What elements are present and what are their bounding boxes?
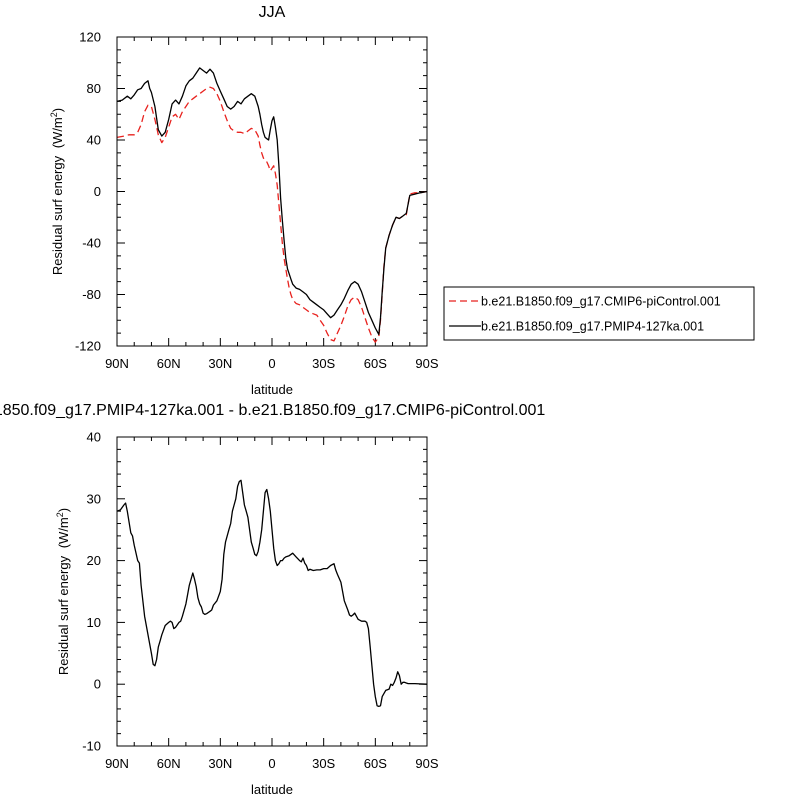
bottom-series-line-0: [116, 479, 428, 708]
bottom-x-tick-label: 90S: [415, 756, 438, 771]
top-y-tick-label: 80: [87, 81, 101, 96]
bottom-ylabel-unit: (W/m: [56, 517, 71, 548]
top-chart-series: [116, 67, 428, 343]
bottom-y-tick-label: 10: [87, 615, 101, 630]
top-x-tick-label: 90S: [415, 356, 438, 371]
top-y-tick-label: -40: [82, 236, 101, 251]
bottom-x-tick-label: 30N: [208, 756, 232, 771]
legend-label-cmip6-picontrol: b.e21.B1850.f09_g17.CMIP6-piControl.001: [481, 295, 721, 309]
top-x-tick-label: 0: [268, 356, 275, 371]
top-y-tick-label: 120: [79, 30, 101, 45]
bottom-ylabel-unit-exponent: 2: [55, 512, 65, 517]
bottom-chart-ylabel: Residual surf energy (W/m2): [55, 508, 71, 675]
top-chart-xlabel: latitude: [251, 382, 293, 397]
top-ylabel-unit-exponent: 2: [49, 112, 59, 117]
top-x-tick-label: 30N: [208, 356, 232, 371]
top-x-tick-label: 90N: [105, 356, 129, 371]
top-x-tick-label: 30S: [312, 356, 335, 371]
bottom-chart: b.e21.B1850.f09_g17.PMIP4-127ka.001 - b.…: [0, 402, 545, 797]
top-chart-frame: [116, 36, 428, 347]
bottom-y-tick-label: 30: [87, 491, 101, 506]
bottom-x-tick-label: 60N: [157, 756, 181, 771]
top-series-line-0: [116, 86, 428, 343]
bottom-x-tick-label: 0: [268, 756, 275, 771]
top-y-tick-label: 0: [94, 184, 101, 199]
bottom-chart-xlabel: latitude: [251, 782, 293, 797]
bottom-chart-title: b.e21.B1850.f09_g17.PMIP4-127ka.001 - b.…: [0, 402, 545, 419]
bottom-chart-ticks: 90N 60N 30N 0 30S 60S 90S 40 30 20 10 0 -10: [82, 430, 439, 772]
bottom-y-tick-label: 0: [94, 677, 101, 692]
bottom-y-tick-label: 20: [87, 553, 101, 568]
top-y-tick-label: 40: [87, 133, 101, 148]
bottom-y-tick-label: 40: [87, 430, 101, 445]
bottom-ylabel-unit-close: ): [56, 508, 71, 512]
top-chart: JJA 90N 60N 30N 0 30S 60S 90S 120 80 40 0 -40 -80 -12…: [49, 4, 439, 397]
legend-label-pmip4-127ka: b.e21.B1850.f09_g17.PMIP4-127ka.001: [481, 320, 704, 334]
top-chart-title: JJA: [259, 4, 286, 21]
top-ylabel-unit: (W/m: [50, 117, 65, 148]
top-series-line-1: [116, 67, 428, 336]
bottom-ylabel-text: Residual surf energy: [56, 555, 71, 675]
bottom-chart-frame: [116, 436, 428, 747]
top-chart-ticks: 90N 60N 30N 0 30S 60S 90S 120 80 40 0 -40 -80 -120: [75, 30, 439, 372]
bottom-y-tick-label: -10: [82, 739, 101, 754]
top-y-tick-label: -120: [75, 339, 101, 354]
top-x-tick-label: 60S: [364, 356, 387, 371]
bottom-x-tick-label: 30S: [312, 756, 335, 771]
legend: b.e21.B1850.f09_g17.CMIP6-piControl.001 …: [443, 286, 755, 341]
bottom-chart-series: [116, 479, 428, 708]
legend-box: [443, 286, 755, 341]
top-x-tick-label: 60N: [157, 356, 181, 371]
top-y-tick-label: -80: [82, 287, 101, 302]
bottom-x-tick-label: 60S: [364, 756, 387, 771]
top-ylabel-unit-close: ): [50, 108, 65, 112]
bottom-x-tick-label: 90N: [105, 756, 129, 771]
top-ylabel-text: Residual surf energy: [50, 155, 65, 275]
top-chart-ylabel: Residual surf energy (W/m2): [49, 108, 65, 275]
